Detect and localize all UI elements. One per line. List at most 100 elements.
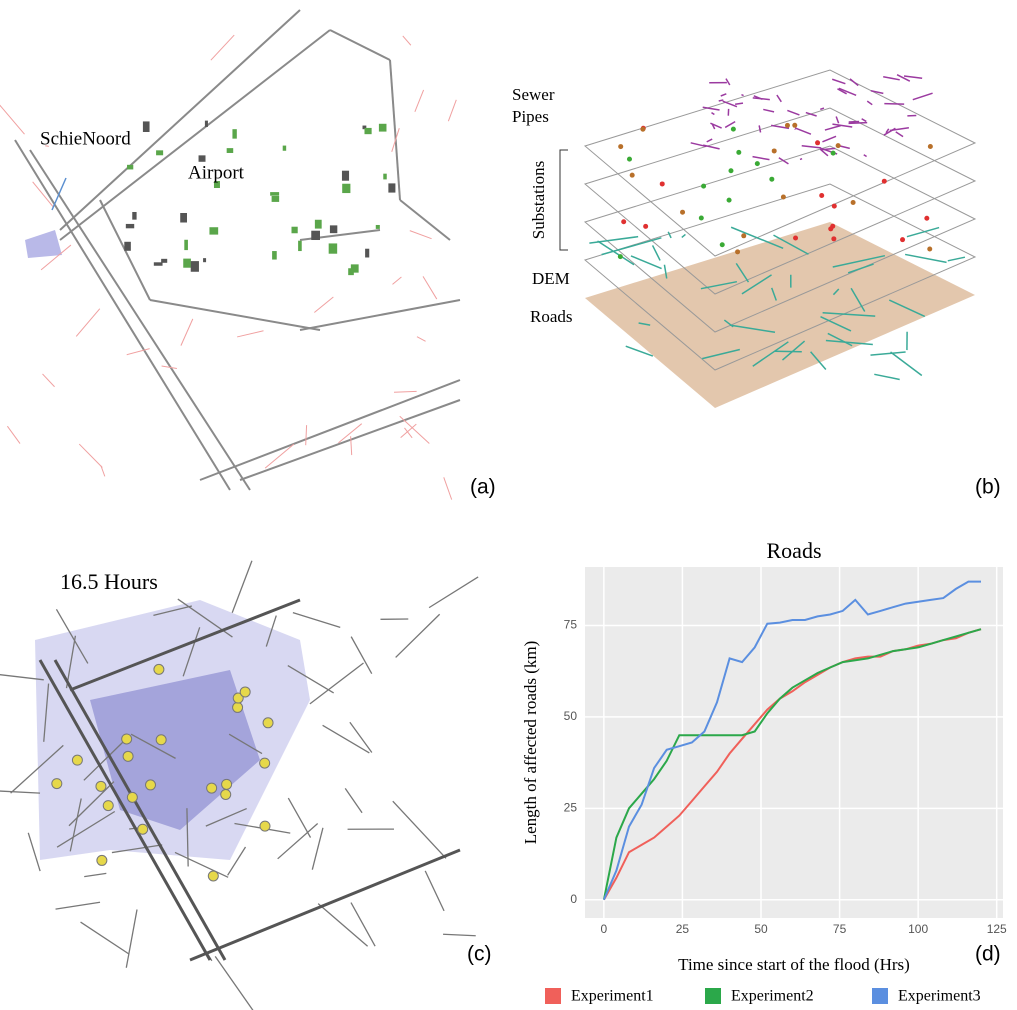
road: [393, 801, 446, 858]
road: [278, 823, 318, 858]
road: [870, 352, 905, 355]
substation: [735, 249, 740, 254]
substation: [627, 157, 632, 162]
road: [907, 228, 939, 237]
substation: [832, 204, 837, 209]
building: [348, 268, 354, 275]
legend-label: Experiment2: [731, 988, 814, 1005]
chart: Roads02550750255075100125Time since star…: [521, 538, 1007, 1005]
sewer-pipe: [787, 110, 799, 114]
building: [124, 242, 131, 251]
map-label: SchieNoord: [40, 128, 131, 149]
layer-label: Substations: [529, 161, 548, 239]
sewer-pipe: [707, 139, 712, 142]
sewer-pipe: [820, 108, 824, 109]
substation: [831, 236, 836, 241]
layer-label: Pipes: [512, 107, 549, 126]
sewer-pipe: [862, 119, 867, 122]
road: [429, 577, 478, 608]
building: [388, 183, 395, 192]
substation: [828, 226, 833, 231]
road: [443, 934, 476, 936]
x-tick-label: 0: [601, 922, 608, 936]
sewer-pipe: [725, 122, 735, 128]
panel-tag: (c): [467, 943, 492, 966]
body: SchieNoord Airport (a) Sewer Pipes Subst…: [0, 0, 1017, 1010]
road: [293, 613, 340, 628]
building: [232, 129, 236, 138]
road: [84, 873, 106, 876]
sewer-pipe: [759, 125, 760, 132]
road: [774, 351, 801, 352]
sewer-pipe: [741, 95, 743, 96]
panel-tag: (b): [975, 476, 1001, 499]
road: [81, 922, 129, 954]
sewer-pipe: [850, 79, 858, 86]
x-tick-label: 25: [676, 922, 690, 936]
station: [208, 871, 218, 881]
road: [425, 871, 444, 911]
legend-label: Experiment1: [571, 988, 654, 1005]
building: [143, 121, 150, 132]
map-a: [0, 5, 460, 500]
sewer-pipe: [726, 79, 730, 85]
building: [272, 251, 277, 259]
building: [292, 227, 298, 234]
building: [227, 148, 234, 153]
x-tick-label: 125: [987, 922, 1007, 936]
building: [203, 258, 206, 262]
sewer-pipe: [883, 77, 900, 80]
road: [682, 234, 686, 237]
substation: [928, 144, 933, 149]
sewer-pipe: [753, 157, 770, 160]
layer-stack: [585, 70, 975, 408]
station: [103, 801, 113, 811]
road: [874, 374, 899, 379]
building: [342, 171, 349, 181]
substation: [781, 194, 786, 199]
station: [123, 751, 133, 761]
road: [351, 637, 372, 674]
road: [598, 241, 635, 265]
road: [28, 833, 40, 871]
sewer-pipe: [822, 136, 836, 141]
substation: [618, 144, 623, 149]
substation: [851, 200, 856, 205]
y-tick-label: 75: [564, 618, 578, 632]
building: [205, 121, 208, 127]
building: [156, 150, 163, 155]
substation: [769, 177, 774, 182]
road: [396, 614, 440, 657]
building: [132, 212, 136, 220]
substation: [793, 236, 798, 241]
station: [146, 780, 156, 790]
sewer-pipe: [849, 123, 868, 124]
road: [56, 902, 100, 909]
substation: [618, 254, 623, 259]
sewer-pipe: [884, 128, 896, 135]
building: [127, 165, 133, 170]
substation: [924, 216, 929, 221]
station: [154, 664, 164, 674]
legend-label: Experiment3: [898, 988, 981, 1005]
bracket: [560, 150, 568, 250]
sewer-pipe: [825, 126, 841, 130]
road: [948, 257, 965, 261]
building: [209, 227, 218, 234]
building: [329, 243, 337, 253]
building: [283, 146, 286, 151]
substation: [755, 161, 760, 166]
sewer-pipe: [735, 103, 743, 104]
building: [191, 261, 199, 272]
building: [161, 259, 167, 263]
building: [364, 128, 371, 134]
substation: [640, 127, 645, 132]
sewer-pipe: [836, 117, 838, 124]
map-background: [10, 5, 460, 490]
substation: [792, 123, 797, 128]
building: [184, 240, 188, 250]
sewer-pipe: [723, 101, 737, 107]
building: [379, 124, 387, 132]
road: [351, 903, 375, 947]
station: [260, 821, 270, 831]
